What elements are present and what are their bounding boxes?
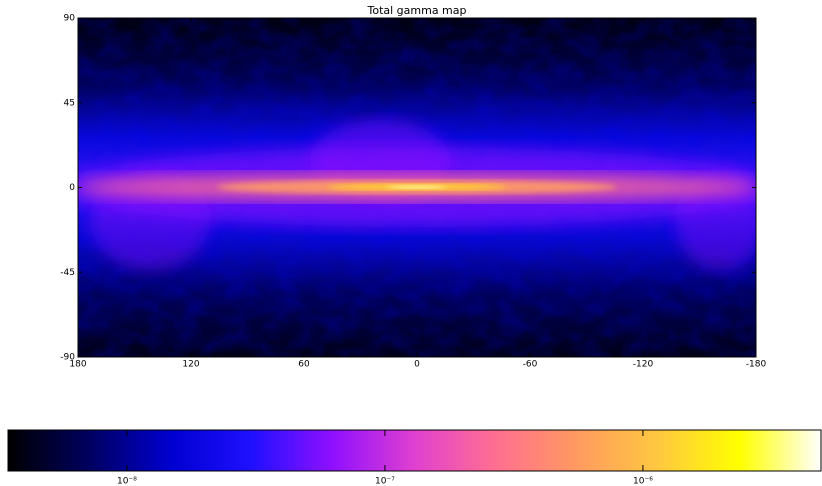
- x-tick-label: 180: [69, 360, 86, 370]
- y-tick-label: -90: [60, 353, 75, 363]
- sky-map: [78, 18, 756, 357]
- y-tick-label: 90: [64, 14, 76, 24]
- x-tick-label: 120: [182, 360, 199, 370]
- colorbar-tick-label: 10⁻⁷: [375, 477, 395, 486]
- x-tick-label: -120: [633, 360, 654, 370]
- colorbar-tick-label: 10⁻⁶: [633, 477, 653, 486]
- x-tick-label: 60: [298, 360, 310, 370]
- x-tick-label: -60: [523, 360, 538, 370]
- colorbar-tick-label: 10⁻⁸: [117, 477, 137, 486]
- y-tick-label: 0: [69, 183, 75, 193]
- x-tick-label: -180: [746, 360, 767, 370]
- chart-title: Total gamma map: [366, 4, 466, 17]
- y-tick-label: 45: [64, 98, 75, 108]
- y-tick-label: -45: [60, 268, 75, 278]
- x-tick-label: 0: [414, 360, 420, 370]
- colorbar: [7, 429, 822, 472]
